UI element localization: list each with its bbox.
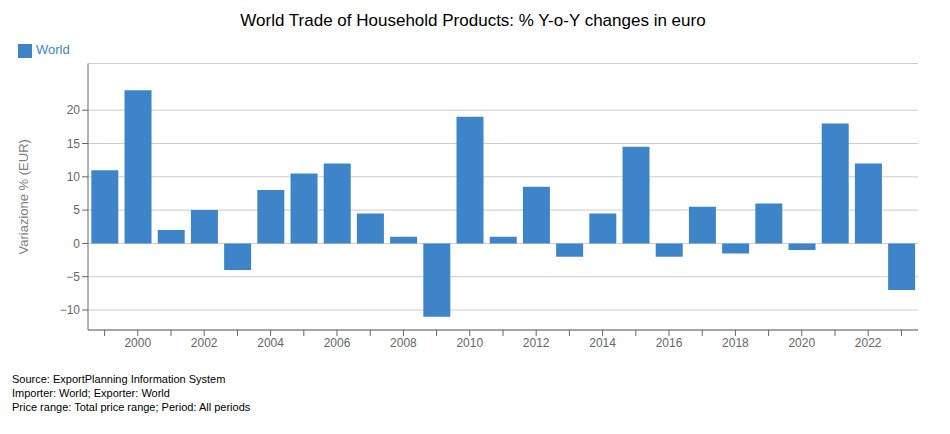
svg-text:2010: 2010 [456,336,483,350]
svg-text:Variazione % (EUR): Variazione % (EUR) [16,139,31,254]
svg-text:2008: 2008 [390,336,417,350]
svg-text:−10: −10 [60,303,81,317]
svg-text:0: 0 [73,237,80,251]
svg-text:5: 5 [73,203,80,217]
svg-text:2018: 2018 [722,336,749,350]
svg-text:2002: 2002 [191,336,218,350]
svg-text:2006: 2006 [324,336,351,350]
svg-text:2022: 2022 [855,336,882,350]
svg-text:15: 15 [67,137,81,151]
html-text:Price range: Total price range: Price range: Total price range; Period: … [12,401,251,413]
svg-text:2012: 2012 [523,336,550,350]
svg-text:20: 20 [67,103,81,117]
svg-text:2004: 2004 [257,336,284,350]
html-text:Source: ExportPlanning Informa: Source: ExportPlanning Information Syste… [12,373,226,385]
svg-text:2016: 2016 [656,336,683,350]
svg-text:2014: 2014 [589,336,616,350]
svg-text:2020: 2020 [788,336,815,350]
html-text:World Trade of Household Produ: World Trade of Household Products: % Y-o… [240,11,706,30]
html-text:World: World [36,42,70,57]
svg-text:10: 10 [67,170,81,184]
svg-text:−5: −5 [66,270,80,284]
svg-text:2000: 2000 [124,336,151,350]
html-text:Importer: World; Exporter: Wor: Importer: World; Exporter: World [12,387,170,399]
